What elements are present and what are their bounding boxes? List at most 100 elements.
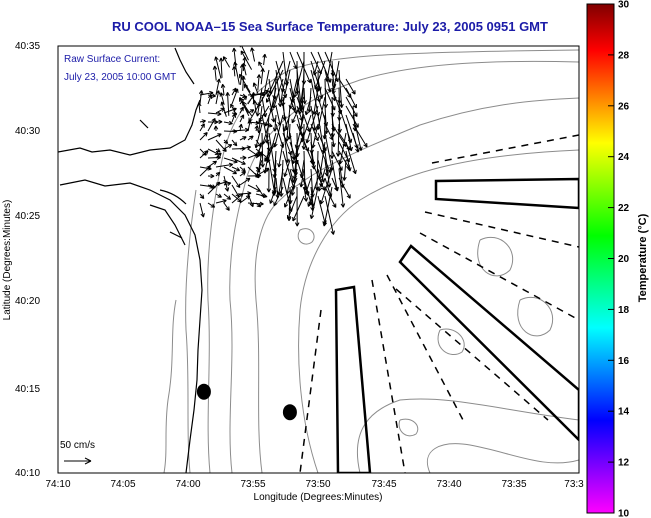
current-vector xyxy=(231,157,246,165)
current-vector xyxy=(223,144,233,150)
radar-beams xyxy=(299,134,579,473)
x-tick-label: 73:55 xyxy=(240,479,265,490)
current-vector xyxy=(222,56,231,68)
colorbar-tick-label: 22 xyxy=(618,203,630,214)
current-vector xyxy=(352,123,368,148)
current-vector xyxy=(291,132,305,165)
current-vector xyxy=(223,175,230,192)
current-vector xyxy=(312,60,319,76)
current-vector xyxy=(255,89,270,96)
colorbar-tick-label: 16 xyxy=(618,356,630,367)
scale-arrow xyxy=(64,457,92,465)
current-vector xyxy=(281,69,291,107)
current-vector xyxy=(251,92,256,105)
colorbar-tick-label: 14 xyxy=(618,407,630,418)
coastline xyxy=(58,47,203,473)
current-vector xyxy=(316,96,326,130)
x-tick-label: 74:10 xyxy=(45,479,70,490)
current-vector xyxy=(199,193,205,200)
current-vector xyxy=(239,171,246,177)
station-marker xyxy=(282,404,297,421)
current-vector xyxy=(199,119,206,124)
current-vector xyxy=(262,53,267,66)
current-vector xyxy=(331,60,340,95)
current-vector xyxy=(338,132,347,165)
current-vector xyxy=(255,193,268,199)
current-vector xyxy=(215,171,221,177)
plot-frame xyxy=(57,45,580,474)
current-vector xyxy=(255,167,270,177)
current-vector xyxy=(304,177,312,195)
station-markers xyxy=(196,383,297,421)
current-vector xyxy=(212,65,218,81)
current-vector xyxy=(260,132,265,168)
current-vector xyxy=(324,150,332,188)
current-vector xyxy=(225,92,230,116)
colorbar-tick-label: 28 xyxy=(618,50,630,61)
y-axis: 40:10 40:15 40:20 40:25 40:30 40:35 xyxy=(15,41,40,479)
y-tick-label: 40:35 xyxy=(15,41,40,52)
current-vector xyxy=(291,96,305,124)
colorbar-tick-label: 12 xyxy=(618,458,630,469)
current-vector xyxy=(199,132,208,141)
current-vector xyxy=(345,141,357,175)
current-vector xyxy=(275,105,282,126)
current-vector xyxy=(331,177,339,192)
current-vector xyxy=(247,135,254,141)
current-vector xyxy=(197,102,202,114)
current-vector xyxy=(207,155,221,160)
current-vector xyxy=(273,186,284,207)
current-vector xyxy=(199,150,209,159)
current-vector xyxy=(223,120,233,126)
x-tick-label: 74:00 xyxy=(175,479,200,490)
current-vector xyxy=(214,56,222,79)
current-vector xyxy=(256,74,262,91)
colorbar-ticks: 10 12 14 16 18 20 22 24 26 28 30 xyxy=(608,0,630,518)
current-vector xyxy=(294,114,305,149)
current-vector xyxy=(255,202,262,208)
current-vector xyxy=(260,68,265,85)
y-tick-label: 40:10 xyxy=(15,468,40,479)
y-tick-label: 40:30 xyxy=(15,126,40,137)
current-vector xyxy=(254,125,259,132)
current-vector xyxy=(223,202,230,211)
current-vector xyxy=(314,60,326,90)
current-vector xyxy=(286,195,298,220)
current-vector xyxy=(215,199,227,204)
y-axis-label: Latitude (Degrees:Minutes) xyxy=(2,200,13,321)
x-tick-label: 73:40 xyxy=(436,479,461,490)
current-vector xyxy=(272,78,284,109)
current-vector xyxy=(352,114,363,151)
current-vector xyxy=(284,177,298,208)
y-tick-label: 40:15 xyxy=(15,384,40,395)
current-vector xyxy=(266,132,277,163)
current-vector xyxy=(269,186,277,204)
chart-title: RU COOL NOAA–15 Sea Surface Temperature:… xyxy=(112,19,548,34)
bathymetry-contours xyxy=(163,49,579,473)
current-vector xyxy=(282,114,291,132)
current-vector xyxy=(215,148,221,153)
current-vector xyxy=(324,195,335,235)
current-vector xyxy=(231,166,241,172)
current-vector xyxy=(345,78,356,95)
current-vector xyxy=(302,87,307,105)
current-vector xyxy=(199,90,214,96)
current-vector xyxy=(207,93,216,98)
colorbar-tick-label: 26 xyxy=(618,101,630,112)
current-vector xyxy=(273,114,284,148)
current-vector xyxy=(199,123,205,132)
current-vector xyxy=(304,96,312,116)
x-axis-label: Longitude (Degrees:Minutes) xyxy=(254,492,383,503)
current-vector xyxy=(233,61,240,85)
current-vector xyxy=(342,159,347,181)
current-vector xyxy=(324,159,329,177)
current-vector xyxy=(264,114,270,144)
current-vector xyxy=(207,173,215,179)
x-axis: 74:10 74:05 74:00 73:55 73:50 73:45 73:4… xyxy=(45,479,584,490)
map-area xyxy=(58,46,579,473)
current-vector xyxy=(255,153,263,159)
current-vector xyxy=(215,119,223,125)
current-vector xyxy=(247,173,262,179)
current-vector xyxy=(239,95,248,105)
